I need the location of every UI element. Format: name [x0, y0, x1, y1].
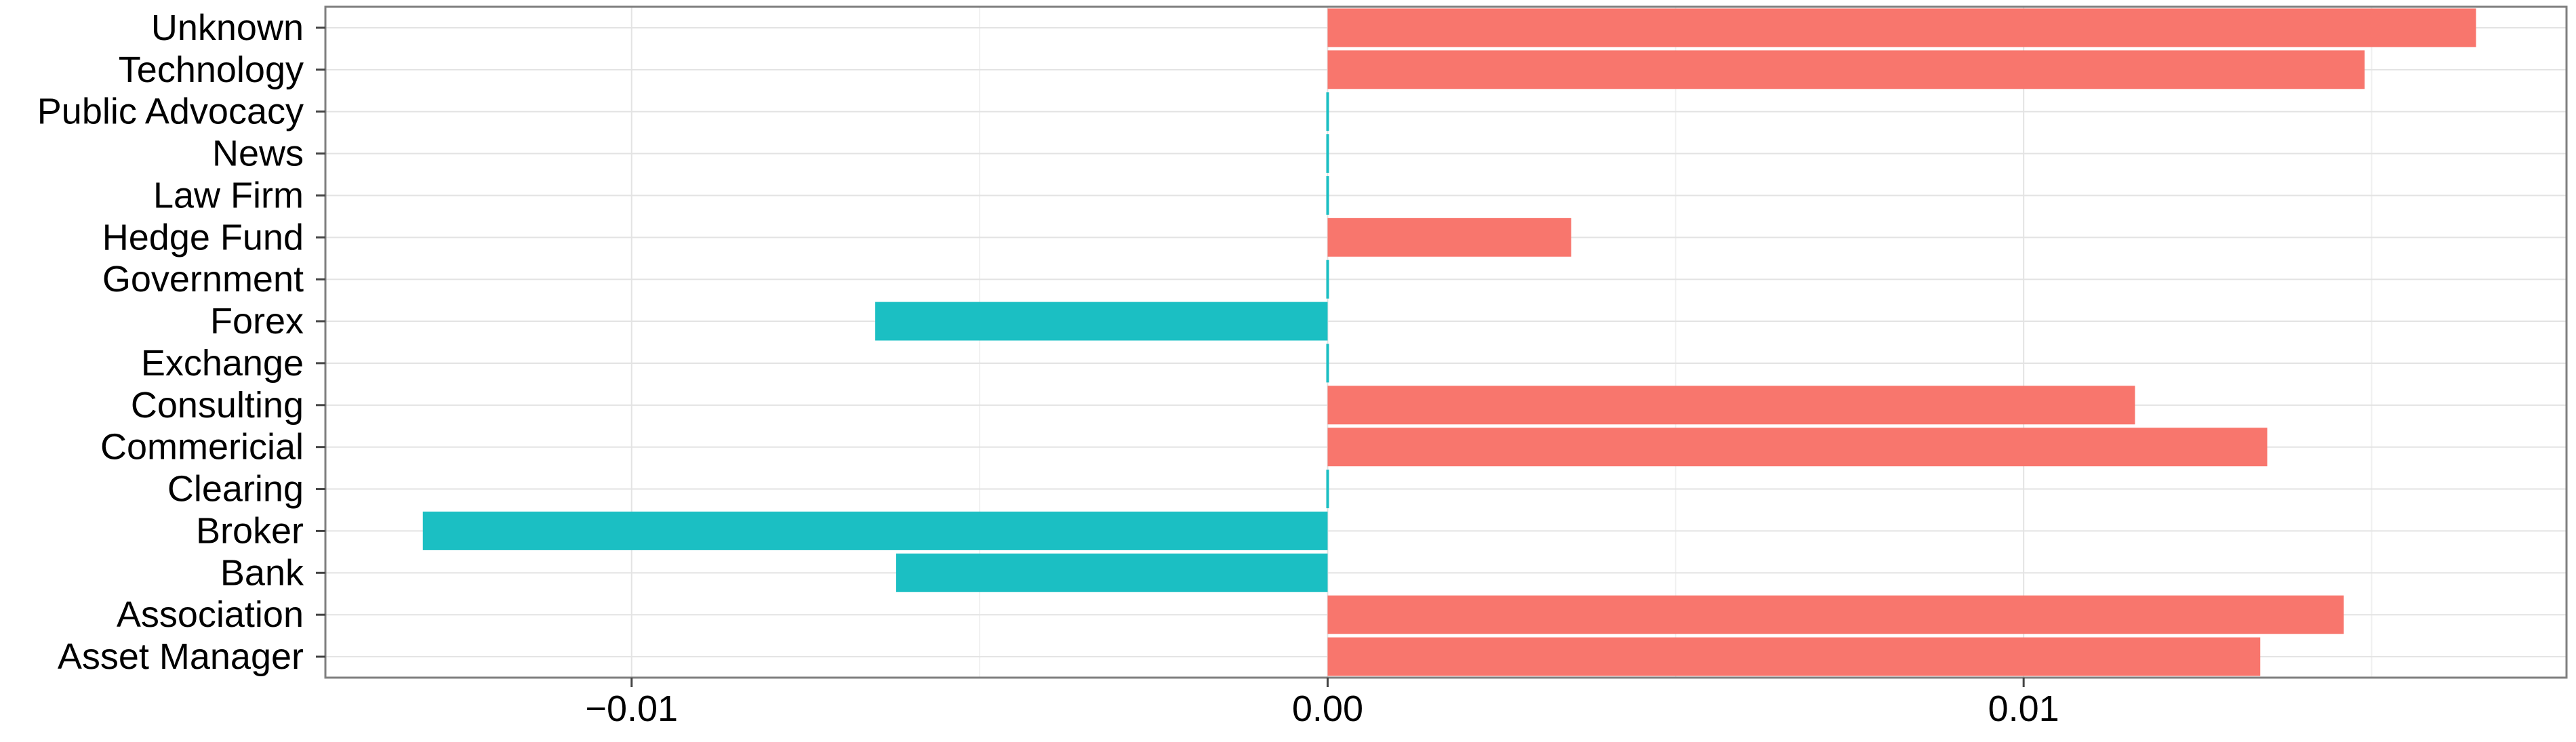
category-label: Consulting: [131, 385, 304, 426]
category-label: Public Advocacy: [37, 91, 304, 132]
bar: [1327, 218, 1571, 257]
bar: [1327, 428, 2268, 467]
category-label: Unknown: [151, 7, 304, 48]
category-label: Asset Manager: [58, 636, 304, 677]
bar: [1327, 637, 2261, 676]
bar: [1327, 595, 2344, 634]
value-tick-label: 0.01: [1988, 688, 2059, 729]
category-label: Clearing: [167, 469, 304, 510]
value-axis: −0.01 0.00 0.01: [585, 678, 2059, 729]
category-label: Exchange: [141, 343, 304, 384]
category-label: Hedge Fund: [102, 217, 304, 257]
bar: [1326, 176, 1329, 215]
category-label: Technology: [119, 49, 304, 90]
bar: [875, 302, 1328, 341]
bar: [1326, 470, 1329, 509]
bar: [895, 553, 1328, 592]
category-label: Law Firm: [153, 175, 304, 215]
category-label: Forex: [210, 301, 304, 342]
bar: [1327, 8, 2476, 47]
bar: [1327, 386, 2135, 425]
category-label: Broker: [196, 510, 304, 551]
category-label: News: [212, 133, 304, 174]
category-label: Bank: [220, 552, 304, 593]
category-label: Commericial: [100, 427, 304, 468]
value-tick-label: −0.01: [585, 688, 678, 729]
plot-panel: [325, 7, 2567, 678]
bar: [422, 511, 1328, 550]
grid-lines: [325, 7, 2567, 678]
bar: [1326, 92, 1329, 131]
value-tick-label: 0.00: [1292, 688, 1363, 729]
bar: [1326, 344, 1329, 383]
category-label: Government: [102, 259, 304, 300]
bar: [1326, 134, 1329, 173]
category-label: Association: [117, 594, 304, 635]
plot-panel-border: [324, 5, 2568, 679]
bars: [422, 8, 2476, 676]
category-axis: Asset ManagerAssociationBankBrokerCleari…: [37, 7, 325, 677]
bar: [1327, 50, 2365, 89]
bar: [1326, 260, 1329, 299]
